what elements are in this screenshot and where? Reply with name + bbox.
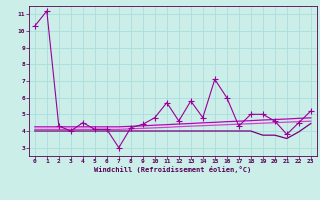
X-axis label: Windchill (Refroidissement éolien,°C): Windchill (Refroidissement éolien,°C)	[94, 166, 252, 173]
